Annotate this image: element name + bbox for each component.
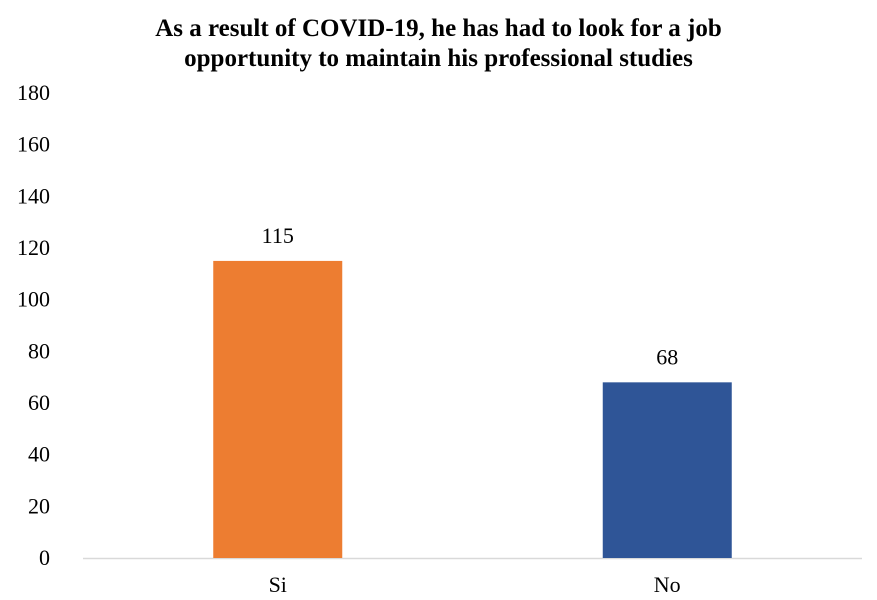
y-tick-label: 180 [17,80,50,105]
y-tick-label: 0 [39,545,50,570]
y-tick-label: 120 [17,235,50,260]
y-tick-label: 20 [28,493,50,518]
chart-title-line-2: opportunity to maintain his professional… [184,45,693,72]
bar-no [602,382,732,558]
y-tick-label: 40 [28,442,50,467]
y-tick-label: 140 [17,183,50,208]
y-tick-label: 100 [17,287,50,312]
bar-si [213,260,343,558]
y-tick-label: 160 [17,132,50,157]
y-tick-label: 80 [28,338,50,363]
x-category-label: Si [269,572,287,597]
chart-title: As a result of COVID-19, he has had to l… [0,14,877,74]
chart-title-line-1: As a result of COVID-19, he has had to l… [155,15,722,42]
data-label: 115 [262,223,294,248]
data-label: 68 [656,344,678,369]
y-tick-label: 60 [28,390,50,415]
x-category-label: No [654,572,681,597]
